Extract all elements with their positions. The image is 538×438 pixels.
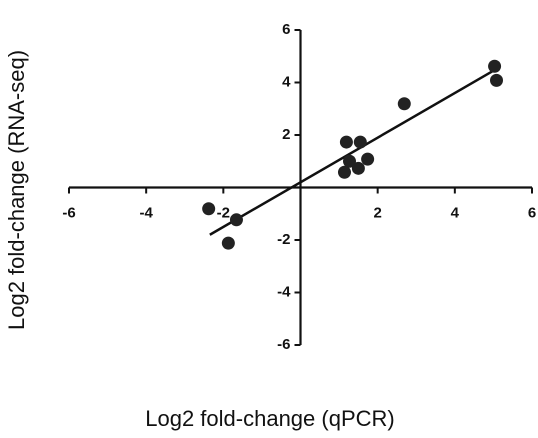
x-tick-label: 6: [528, 204, 536, 221]
point: [488, 59, 502, 73]
x-tick-label: -2: [217, 204, 230, 221]
point: [361, 152, 375, 166]
point: [490, 73, 504, 87]
point: [202, 202, 216, 216]
y-tick-label: 2: [282, 126, 290, 143]
point: [397, 97, 411, 111]
point: [353, 135, 367, 149]
point: [351, 161, 365, 175]
point: [221, 236, 235, 250]
point: [343, 154, 357, 168]
fit-line: [209, 69, 495, 236]
y-tick-label: 6: [282, 21, 290, 38]
y-axis-title: Log2 fold-change (RNA-seq): [4, 50, 29, 330]
x-tick-label: -4: [139, 204, 153, 221]
x-tick-label: -6: [62, 204, 75, 221]
point: [339, 135, 353, 149]
y-tick-label: -4: [277, 283, 291, 300]
y-tick-label: -6: [277, 336, 290, 353]
y-tick-label: 4: [282, 73, 291, 90]
point: [337, 165, 351, 179]
x-tick-label: 2: [373, 204, 381, 221]
y-tick-label: -2: [277, 231, 290, 248]
x-tick-label: 4: [451, 204, 460, 221]
x-axis-title: Log2 fold-change (qPCR): [145, 406, 394, 431]
point: [229, 213, 243, 227]
